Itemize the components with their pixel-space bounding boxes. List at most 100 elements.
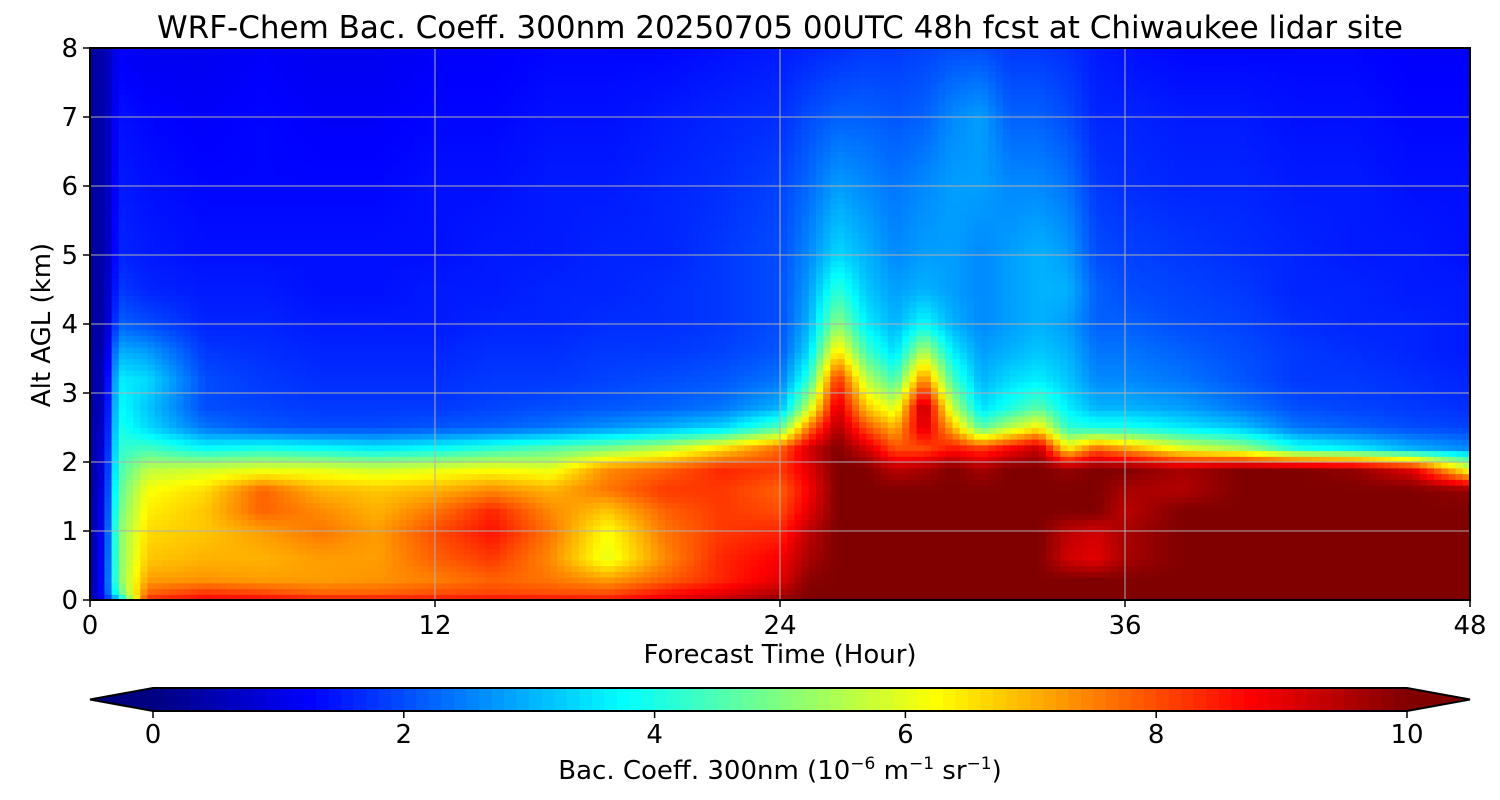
heatmap-cell <box>650 479 659 486</box>
heatmap-cell <box>226 588 235 595</box>
heatmap-cell <box>327 496 335 503</box>
heatmap-cell <box>399 467 407 475</box>
heatmap-cell <box>1448 525 1457 532</box>
heatmap-cell <box>1002 519 1011 526</box>
heatmap-cell <box>154 519 163 526</box>
heatmap-cell <box>125 462 134 469</box>
heatmap-cell <box>923 462 932 469</box>
heatmap-cell <box>693 473 702 480</box>
heatmap-cell <box>772 519 781 526</box>
heatmap-cell <box>140 577 149 584</box>
heatmap-cell <box>902 508 910 515</box>
heatmap-cell <box>320 536 328 544</box>
heatmap-cell <box>729 531 738 538</box>
heatmap-cell <box>1117 450 1126 457</box>
heatmap-cell <box>399 456 407 463</box>
heatmap-cell <box>1355 554 1363 561</box>
heatmap-cell <box>564 594 573 600</box>
heatmap-cell <box>607 479 616 486</box>
heatmap-cell <box>1160 594 1169 600</box>
heatmap-cell <box>506 450 515 457</box>
heatmap-cell <box>499 490 508 498</box>
heatmap-cell <box>1189 519 1198 526</box>
heatmap-cell <box>514 588 522 595</box>
heatmap-cell <box>851 588 860 595</box>
heatmap-cell <box>169 502 177 509</box>
heatmap-cell <box>348 559 357 567</box>
heatmap-cell <box>600 594 609 600</box>
heatmap-cell <box>787 531 795 538</box>
heatmap-cell <box>427 473 436 480</box>
heatmap-cell <box>974 519 982 526</box>
heatmap-cell <box>133 456 141 463</box>
heatmap-cell <box>125 582 134 590</box>
heatmap-cell <box>909 525 918 532</box>
heatmap-cell <box>1390 559 1399 567</box>
heatmap-cell <box>679 548 688 555</box>
heatmap-cell <box>499 554 508 561</box>
heatmap-cell <box>1010 456 1018 463</box>
heatmap-cell <box>909 508 918 515</box>
heatmap-cell <box>1232 496 1241 503</box>
heatmap-cell <box>248 496 256 503</box>
heatmap-cell <box>391 508 400 515</box>
heatmap-cell <box>765 536 774 544</box>
heatmap-cell <box>506 582 515 590</box>
heatmap-cell <box>995 559 1004 567</box>
heatmap-cell <box>97 548 105 555</box>
heatmap-cell <box>1319 577 1327 584</box>
heatmap-cell <box>355 571 364 578</box>
heatmap-cell <box>1376 548 1385 555</box>
heatmap-cell <box>147 536 156 544</box>
heatmap-cell <box>895 542 903 549</box>
heatmap-cell <box>399 496 407 503</box>
heatmap-cell <box>650 502 659 509</box>
heatmap-cell <box>1383 577 1392 584</box>
heatmap-cell <box>1340 513 1349 521</box>
heatmap-cell <box>1153 496 1162 503</box>
heatmap-cell <box>794 490 803 498</box>
heatmap-cell <box>708 565 716 572</box>
heatmap-cell <box>1103 467 1112 475</box>
heatmap-cell <box>1383 473 1392 480</box>
heatmap-cell <box>657 571 666 578</box>
heatmap-cell <box>571 519 580 526</box>
heatmap-cell <box>535 456 544 463</box>
heatmap-cell <box>851 490 860 498</box>
heatmap-cell <box>578 525 587 532</box>
heatmap-cell <box>197 542 206 549</box>
heatmap-cell <box>1426 473 1435 480</box>
heatmap-cell <box>240 531 249 538</box>
heatmap-cell <box>607 485 616 492</box>
heatmap-cell <box>650 571 659 578</box>
heatmap-cell <box>1448 485 1457 492</box>
heatmap-cell <box>995 502 1004 509</box>
heatmap-cell <box>995 582 1004 590</box>
heatmap-cell <box>1419 479 1428 486</box>
heatmap-cell <box>449 462 458 469</box>
heatmap-cell <box>959 519 968 526</box>
heatmap-cell <box>384 536 393 544</box>
heatmap-cell <box>1319 496 1327 503</box>
heatmap-cell <box>485 588 494 595</box>
heatmap-cell <box>1333 548 1342 555</box>
heatmap-cell <box>729 496 738 503</box>
heatmap-cell <box>765 542 774 549</box>
heatmap-cell <box>758 536 767 544</box>
heatmap-cell <box>535 559 544 567</box>
heatmap-cell <box>413 462 422 469</box>
heatmap-cell <box>262 473 271 480</box>
heatmap-cell <box>420 542 429 549</box>
heatmap-cell <box>327 462 335 469</box>
heatmap-cell <box>406 577 415 584</box>
heatmap-cell <box>427 536 436 544</box>
heatmap-cell <box>499 485 508 492</box>
heatmap-cell <box>341 456 350 463</box>
heatmap-cell <box>1060 473 1069 480</box>
heatmap-cell <box>823 519 831 526</box>
heatmap-cell <box>125 519 134 526</box>
heatmap-cell <box>1369 554 1378 561</box>
heatmap-cell <box>205 542 213 549</box>
heatmap-cell <box>456 450 465 457</box>
heatmap-cell <box>571 456 580 463</box>
